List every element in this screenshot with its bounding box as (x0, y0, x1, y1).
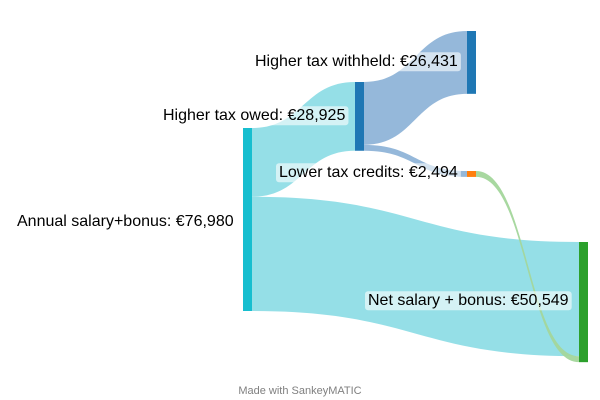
flows-layer (252, 31, 579, 363)
node-label-group-salary: Annual salary+bonus: €76,980 (14, 212, 237, 232)
node-label-salary: Annual salary+bonus: €76,980 (17, 213, 234, 230)
node-label-bg-salary (14, 212, 237, 232)
node-label-bg-withheld (252, 52, 461, 72)
node-label-group-net: Net salary + bonus: €50,549 (365, 291, 572, 311)
node-owed[interactable] (355, 82, 364, 151)
nodes-layer (243, 31, 588, 363)
node-label-group-withheld: Higher tax withheld: €26,431 (252, 52, 461, 72)
flow-owed-to-withheld[interactable] (364, 31, 467, 145)
footer-credit: Made with SankeyMATIC (238, 385, 361, 397)
node-withheld[interactable] (467, 31, 476, 94)
node-label-owed: Higher tax owed: €28,925 (163, 107, 345, 124)
node-label-bg-owed (160, 106, 349, 126)
node-label-bg-credits (276, 163, 461, 183)
node-salary[interactable] (243, 128, 252, 311)
node-label-group-credits: Lower tax credits: €2,494 (276, 163, 461, 183)
node-net[interactable] (579, 242, 588, 363)
flow-salary-to-net[interactable] (252, 196, 579, 357)
node-credits[interactable] (467, 171, 476, 177)
node-label-group-owed: Higher tax owed: €28,925 (160, 106, 349, 126)
labels-layer: Annual salary+bonus: €76,980 Higher tax o… (14, 52, 572, 311)
node-label-net: Net salary + bonus: €50,549 (368, 292, 569, 309)
node-label-withheld: Higher tax withheld: €26,431 (255, 53, 458, 70)
node-label-bg-net (365, 291, 572, 311)
flow-credits-to-net[interactable] (476, 171, 579, 363)
node-label-credits: Lower tax credits: €2,494 (279, 164, 458, 181)
